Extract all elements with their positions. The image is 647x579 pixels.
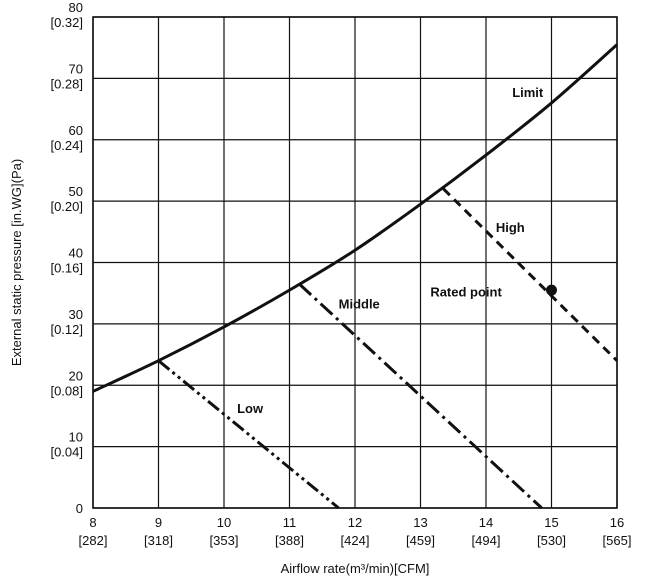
y-tick-sublabel: [0.32] (50, 15, 83, 30)
y-tick-sublabel: [0.24] (50, 138, 83, 153)
y-tick-label: 50 (69, 184, 83, 199)
y-tick-label: 40 (69, 246, 83, 261)
curve-limit (92, 43, 618, 393)
y-tick-label: 30 (69, 307, 83, 322)
label-low: Low (237, 401, 264, 416)
x-tick-sublabel: [565] (603, 533, 632, 548)
x-tick-label: 12 (348, 515, 362, 530)
y-tick-sublabel: [0.28] (50, 76, 83, 91)
curve-labels: Limit High Middle Low Rated point (237, 85, 544, 416)
fan-curves (92, 43, 619, 510)
rated-point-marker (546, 284, 557, 296)
y-tick-label: 20 (69, 368, 83, 383)
y-tick-label: 60 (69, 123, 83, 138)
y-axis-ticks: 80[0.32] 70[0.28] 60[0.24] 50[0.20] 40[0.16]… (50, 0, 83, 516)
label-high: High (496, 220, 525, 235)
y-tick-sublabel: [0.12] (50, 322, 83, 337)
x-tick-sublabel: [318] (144, 533, 173, 548)
curve-middle (298, 282, 543, 510)
x-tick-sublabel: [353] (210, 533, 239, 548)
y-tick-sublabel: [0.20] (50, 199, 83, 214)
x-tick-sublabel: [494] (472, 533, 501, 548)
x-tick-sublabel: [530] (537, 533, 566, 548)
x-tick-label: 16 (610, 515, 624, 530)
y-tick-label: 70 (69, 61, 83, 76)
x-axis-ticks: 8 [282] 9 [318] 10 [353] 11 [388] 12 [424] 13 [459]… (79, 515, 632, 548)
label-limit: Limit (512, 85, 544, 100)
x-tick-sublabel: [459] (406, 533, 435, 548)
x-tick-label: 14 (479, 515, 493, 530)
y-tick-sublabel: [0.16] (50, 261, 83, 276)
x-tick-label: 8 (89, 515, 96, 530)
label-rated-point: Rated point (430, 284, 502, 299)
curve-low (157, 359, 340, 510)
x-tick-sublabel: [282] (79, 533, 108, 548)
y-tick-sublabel: [0.08] (50, 383, 83, 398)
y-tick-label: 0 (76, 501, 83, 516)
x-tick-label: 15 (544, 515, 558, 530)
x-axis-title: Airflow rate(m³/min)[CFM] (281, 561, 430, 576)
label-middle: Middle (339, 297, 380, 312)
x-tick-label: 9 (155, 515, 162, 530)
y-tick-label: 10 (69, 430, 83, 445)
plot-frame (92, 16, 618, 509)
y-tick-label: 80 (69, 0, 83, 15)
y-axis-title: External static pressure [in.WG](Pa) (9, 159, 24, 366)
y-tick-sublabel: [0.04] (50, 445, 83, 460)
plot-border (92, 16, 618, 509)
curve-high (442, 187, 619, 362)
x-tick-sublabel: [388] (275, 533, 304, 548)
x-tick-label: 11 (283, 515, 297, 530)
x-tick-sublabel: [424] (341, 533, 370, 548)
x-tick-label: 10 (217, 515, 231, 530)
x-tick-label: 13 (413, 515, 427, 530)
